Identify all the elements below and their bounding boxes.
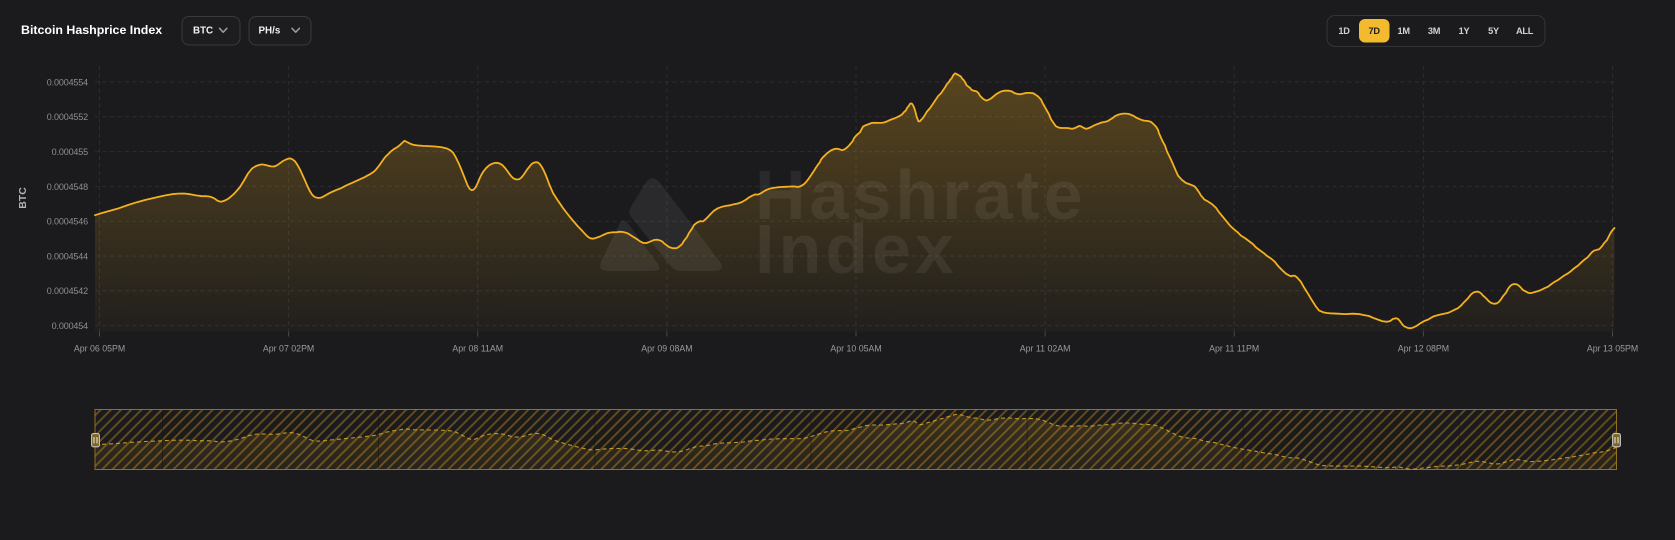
svg-text:1Y: 1Y	[1459, 26, 1470, 36]
svg-text:Apr 11 11PM: Apr 11 11PM	[1209, 344, 1259, 354]
svg-text:Apr 13 05PM: Apr 13 05PM	[1587, 344, 1638, 354]
svg-text:Apr 10 05AM: Apr 10 05AM	[830, 344, 881, 354]
svg-text:1M: 1M	[1398, 26, 1411, 36]
svg-text:Apr 06 05PM: Apr 06 05PM	[74, 344, 125, 354]
svg-text:0.0004544: 0.0004544	[47, 251, 88, 261]
svg-text:0.000454: 0.000454	[52, 321, 88, 331]
svg-text:0.0004546: 0.0004546	[47, 217, 88, 227]
svg-text:5Y: 5Y	[1488, 26, 1499, 36]
svg-text:0.000455: 0.000455	[52, 147, 88, 157]
svg-text:0.0004542: 0.0004542	[47, 286, 88, 296]
svg-text:Apr 07 02PM: Apr 07 02PM	[263, 344, 314, 354]
svg-text:PH/s: PH/s	[259, 26, 281, 37]
svg-text:ALL: ALL	[1516, 26, 1534, 36]
svg-text:Apr 12 08PM: Apr 12 08PM	[1398, 344, 1449, 354]
svg-text:1D: 1D	[1338, 26, 1350, 36]
svg-text:3M: 3M	[1428, 26, 1441, 36]
svg-text:BTC: BTC	[17, 187, 29, 209]
svg-text:Apr 09 08AM: Apr 09 08AM	[641, 344, 692, 354]
svg-text:Apr 11 02AM: Apr 11 02AM	[1020, 344, 1071, 354]
svg-text:BTC: BTC	[193, 26, 213, 37]
svg-text:7D: 7D	[1369, 26, 1381, 36]
svg-text:0.0004548: 0.0004548	[47, 182, 88, 192]
svg-text:Hashrate: Hashrate	[755, 156, 1087, 234]
svg-text:0.0004552: 0.0004552	[47, 112, 88, 122]
svg-text:Bitcoin Hashprice Index: Bitcoin Hashprice Index	[21, 23, 162, 37]
svg-text:Apr 08 11AM: Apr 08 11AM	[452, 344, 503, 354]
svg-text:Index: Index	[755, 210, 958, 288]
svg-text:0.0004554: 0.0004554	[47, 77, 88, 87]
